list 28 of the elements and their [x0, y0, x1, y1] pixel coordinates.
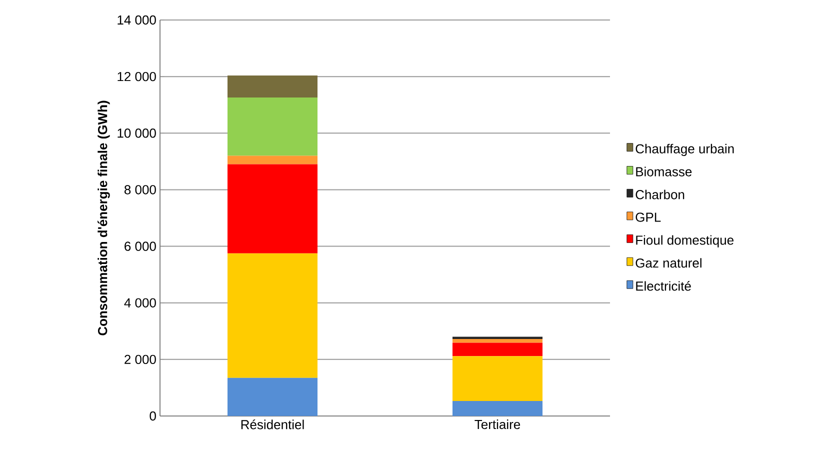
y-tick-label: 4 000 [124, 298, 156, 308]
legend-label: Biomasse [636, 166, 692, 176]
bar [228, 164, 318, 254]
y-axis-title: Consommation d'énergie finale (GWh) [98, 100, 110, 336]
legend-label: Fioul domestique [636, 235, 734, 248]
y-tick-label: 0 [150, 411, 156, 421]
y-tick-label: 6 000 [124, 242, 156, 251]
y-tick-label: 8 000 [124, 185, 156, 194]
bar [452, 339, 543, 343]
bar [452, 342, 543, 356]
y-tick-label: 12 000 [118, 72, 156, 82]
legend-label: Gaz naturel [636, 258, 702, 268]
legend-label: Electricité [636, 281, 691, 291]
y-tick-label: 14 000 [118, 15, 156, 25]
y-tick-label: 2 000 [124, 354, 156, 364]
legend-label: GPL [636, 212, 661, 222]
bar [452, 401, 543, 416]
y-tick-label: 10 000 [118, 128, 156, 138]
bar [228, 253, 318, 378]
bar [228, 98, 318, 156]
legend-label: Charbon [636, 190, 684, 200]
x-tick-label: Tertiaire [474, 420, 520, 430]
x-tick-label: Résidentiel [241, 420, 304, 430]
bar [228, 378, 318, 416]
legend-label: Chauffage urbain [636, 144, 734, 156]
bar [228, 156, 318, 164]
bar [228, 75, 318, 98]
bar [452, 356, 543, 402]
